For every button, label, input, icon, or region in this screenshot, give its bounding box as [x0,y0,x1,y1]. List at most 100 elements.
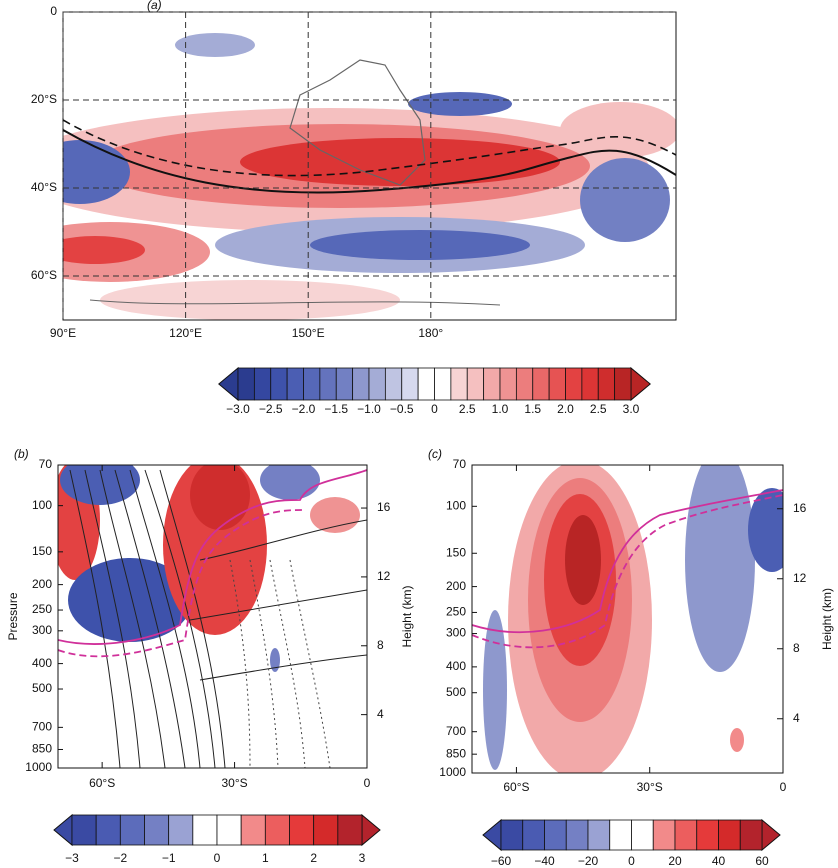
x-tick-label: 30°S [637,780,663,794]
colorbar-box [532,367,550,401]
y-tick-label: 300 [32,623,52,637]
colorbar-label: 60 [755,854,769,868]
colorbar-box [401,367,419,401]
y-tick-label: 500 [32,681,52,695]
y-tick-label: 250 [446,605,466,619]
colorbar-box [337,814,363,846]
colorbar-label: 20 [668,854,682,868]
colorbar-box [696,819,719,851]
colorbar-end [482,818,502,852]
y2-tick-label: 8 [793,641,800,655]
y-tick-label: 100 [446,498,466,512]
colorbar-box [515,367,534,401]
colorbar-label: 0 [628,854,635,868]
y-tick-label: 700 [446,724,466,738]
colorbar-box [565,367,583,401]
colorbar-box [718,819,741,851]
y-tick-label: 150 [446,545,466,559]
colorbar-label: 0 [214,851,221,865]
colorbar-box [581,367,599,401]
colorbar-box [168,814,194,846]
y-tick-label: 850 [32,742,52,756]
colorbar-box [739,819,763,851]
y-tick-label: 500 [446,685,466,699]
colorbar-box [216,814,242,846]
colorbar-end [361,813,381,847]
x-tick-label: 60°S [503,780,529,794]
y-tick-label: 100 [32,498,52,512]
colorbar-end [761,818,781,852]
colorbar-box [587,819,611,851]
y-tick-label: 70 [39,457,53,471]
y2-tick-label: 4 [377,707,384,721]
colorbar-box [368,367,386,401]
plot-frame [57,464,368,769]
y2-tick-label: 12 [377,569,391,583]
colorbar-label: −1 [162,851,176,865]
colorbar-box [71,814,97,846]
y-tick-label: 250 [32,602,52,616]
colorbar-box [289,814,315,846]
y-tick-label: 70 [453,457,467,471]
y-tick-label: 20°S [31,92,57,106]
colorbar-label: −0.5 [390,402,414,416]
y-tick-label: 150 [32,544,52,558]
y2-tick-label: 4 [793,711,800,725]
colorbar-box [597,367,616,401]
x-tick-label: 60°S [89,776,115,790]
colorbar-label: 1.5 [524,402,541,416]
colorbar-box [240,814,266,846]
colorbar-label: 1.0 [492,402,509,416]
colorbar-box [286,367,304,401]
x-tick-label: 120°E [169,326,202,340]
colorbar-box [313,814,339,846]
y2-tick-label: 12 [793,571,807,585]
y2-tick-label: 16 [377,500,391,514]
colorbar-box [237,367,255,401]
colorbar-box [631,819,654,851]
x-tick-label: 180° [418,326,443,340]
colorbar-label: −40 [534,854,555,868]
y-tick-label: 40°S [31,180,57,194]
colorbar-label: −2 [113,851,127,865]
colorbar-box [483,367,501,401]
colorbar-box [335,367,354,401]
y2-axis-label: Height (km) [400,585,414,647]
colorbar-box [609,819,632,851]
colorbar-end [53,813,73,847]
y-tick-label: 400 [446,659,466,673]
y-tick-label: 60°S [31,268,57,282]
colorbar-label: −60 [491,854,512,868]
panel-label: (c) [428,447,442,461]
colorbar-box [652,819,676,851]
colorbar-box [192,814,218,846]
colorbar-box [522,819,545,851]
panel-label: (b) [14,447,29,461]
colorbar-box [144,814,170,846]
colorbar-box [544,819,567,851]
colorbar-label: 2.5 [590,402,607,416]
colorbar-label: −2.0 [292,402,316,416]
colorbar-box [450,367,468,401]
y-tick-label: 1000 [439,765,466,779]
colorbar-label: −3 [65,851,79,865]
colorbar-box [352,367,370,401]
colorbar-box [253,367,272,401]
colorbar-label: 3.0 [623,402,640,416]
colorbar-end [630,366,651,402]
colorbar-label: 2.0 [557,402,574,416]
colorbar-label: −3.0 [226,402,250,416]
panel-label: (a) [147,0,162,12]
y-tick-label: 400 [32,656,52,670]
colorbar-box [264,814,290,846]
y-tick-label: 300 [446,626,466,640]
y-tick-label: 200 [32,577,52,591]
map-field [63,33,676,320]
colorbar-box [384,367,403,401]
y2-tick-label: 8 [377,638,384,652]
y-tick-label: 1000 [25,760,52,774]
section-field [472,465,783,773]
y-tick-label: 0 [50,4,57,18]
colorbar-label: 1 [262,851,269,865]
